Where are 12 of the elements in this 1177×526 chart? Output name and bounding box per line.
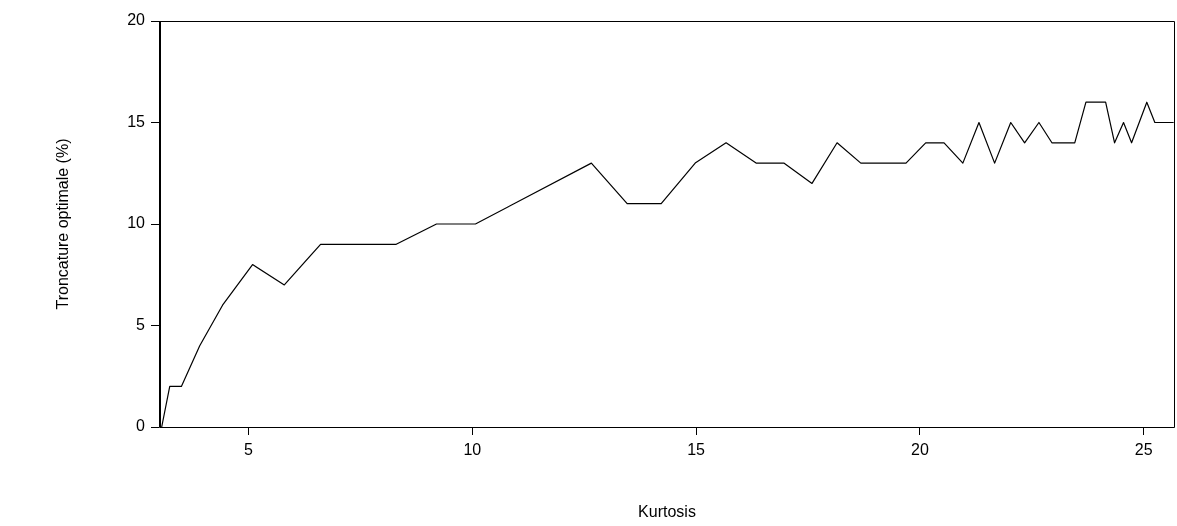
y-tick-label: 0	[136, 417, 146, 435]
x-tick-label: 15	[687, 441, 706, 459]
x-tick-label: 20	[910, 441, 929, 459]
y-axis-title: Troncature optimale (%)	[54, 138, 72, 310]
x-tick-label: 25	[1134, 441, 1153, 459]
x-axis-title: Kurtosis	[638, 502, 696, 520]
y-tick-label: 5	[136, 315, 146, 333]
y-tick-label: 10	[127, 214, 146, 232]
x-tick-label: 10	[463, 441, 482, 459]
x-tick-label: 5	[244, 441, 254, 459]
y-tick-label: 15	[127, 112, 146, 130]
y-tick-label: 20	[127, 11, 146, 29]
